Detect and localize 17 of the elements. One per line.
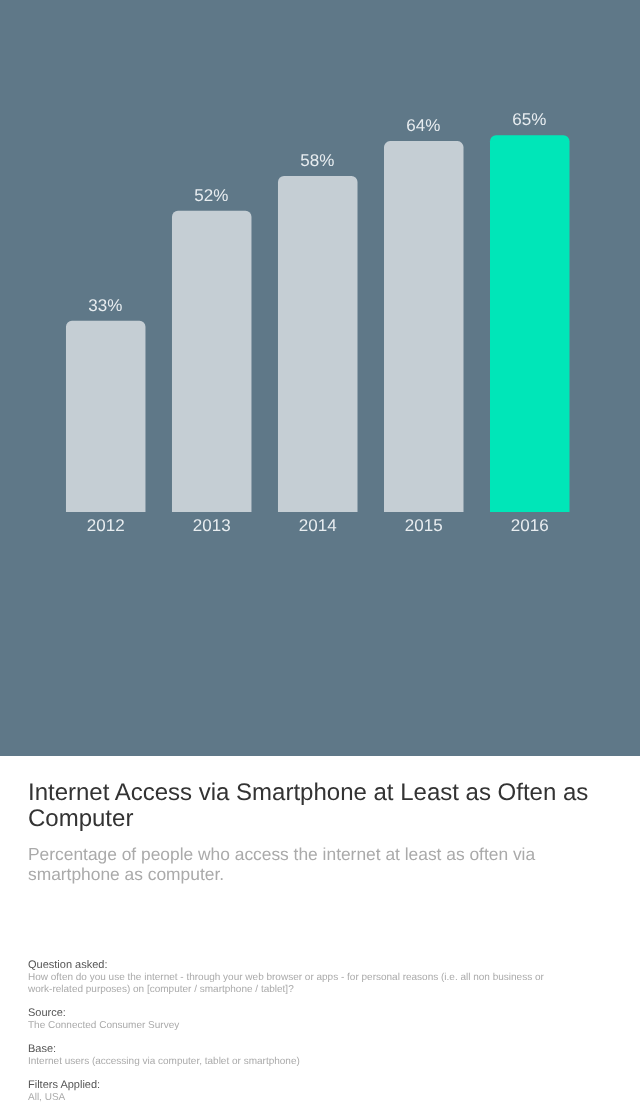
bar [277, 175, 358, 512]
bar [171, 210, 252, 512]
data-label: 33% [88, 294, 124, 315]
data-label: 52% [194, 184, 230, 205]
bar [384, 141, 464, 512]
bar [65, 320, 146, 512]
text: Internet Access via Smartphone at Least as Often as Computer [28, 778, 591, 832]
text: Percentage of people who access the internet at least as often via smartphone as computer. [28, 844, 538, 884]
data-label: 58% [300, 149, 336, 170]
x-tick-label: 2016 [510, 515, 550, 535]
x-tick-label: 2014 [298, 515, 338, 535]
data-label: 65% [512, 109, 548, 130]
x-tick-label: 2012 [86, 515, 126, 535]
bar [490, 135, 570, 512]
x-tick-label: 2015 [404, 515, 444, 535]
x-tick-label: 2013 [192, 515, 232, 535]
data-label: 64% [406, 115, 442, 136]
